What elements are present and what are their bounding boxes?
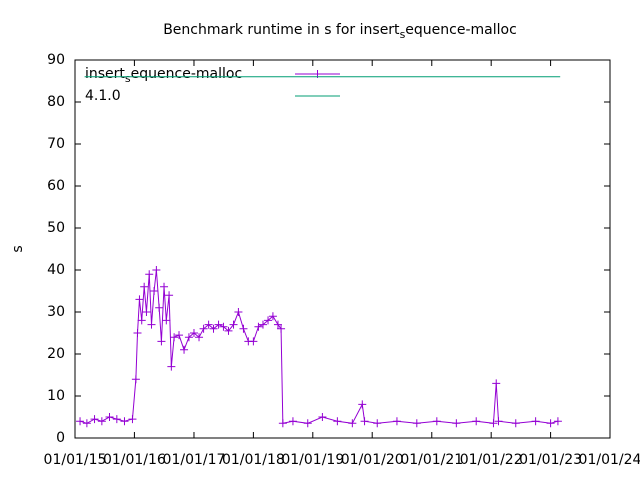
y-tick-label: 40 [47, 262, 65, 278]
x-tick-label: 01/01/18 [222, 452, 285, 468]
point [254, 322, 263, 331]
point [264, 316, 273, 325]
point [90, 415, 99, 424]
point [288, 417, 297, 426]
point [160, 282, 169, 291]
plot-border [74, 59, 611, 439]
point [546, 419, 555, 428]
point [82, 419, 91, 428]
legend-label: 4.1.0 [85, 88, 121, 104]
point [273, 320, 282, 329]
point [105, 413, 114, 421]
point [167, 362, 176, 371]
point [489, 419, 498, 428]
point [76, 417, 85, 426]
point [133, 329, 142, 337]
point [204, 320, 213, 329]
point [268, 312, 277, 321]
point [348, 419, 357, 428]
point [184, 333, 193, 342]
point [258, 320, 267, 329]
point [170, 333, 179, 342]
point [97, 417, 106, 426]
point [150, 287, 159, 295]
point [152, 266, 161, 274]
point [180, 345, 189, 354]
point [128, 415, 137, 424]
point [224, 326, 233, 335]
point [531, 417, 540, 426]
point [412, 419, 421, 428]
point [373, 419, 382, 428]
point [189, 329, 198, 337]
point [147, 320, 156, 329]
point [511, 419, 520, 428]
point [472, 417, 481, 426]
point [278, 419, 287, 428]
point [432, 417, 441, 426]
point [142, 308, 151, 316]
point [165, 291, 174, 300]
point [553, 417, 562, 426]
x-tick-label: 01/01/24 [579, 452, 640, 468]
point [209, 324, 218, 333]
point [360, 417, 369, 426]
point [452, 419, 461, 428]
x-tick-label: 01/01/15 [44, 452, 107, 468]
x-tick-label: 01/01/22 [460, 452, 523, 468]
y-tick-label: 70 [47, 136, 65, 152]
point [492, 379, 501, 388]
point [112, 415, 121, 424]
point [392, 417, 401, 426]
point [234, 308, 243, 316]
x-tick-label: 01/01/21 [400, 452, 463, 468]
point [494, 417, 503, 426]
point [137, 316, 146, 325]
point [277, 324, 286, 333]
y-tick-label: 20 [47, 346, 65, 362]
point [195, 333, 204, 342]
x-tick-label: 01/01/16 [103, 452, 166, 468]
point [120, 417, 129, 426]
point [229, 320, 238, 329]
y-tick-label: 90 [47, 52, 65, 68]
y-tick-label: 50 [47, 220, 65, 236]
point [157, 337, 166, 346]
y-axis-label: s [10, 245, 26, 252]
point [333, 417, 342, 426]
point [303, 419, 312, 428]
point [140, 282, 149, 291]
y-tick-label: 10 [47, 388, 65, 404]
point [175, 331, 184, 340]
chart-title: Benchmark runtime in s for insertsequenc… [163, 22, 517, 41]
legend-label: insertsequence-malloc [85, 66, 242, 85]
x-tick-label: 01/01/20 [341, 452, 404, 468]
x-tick-label: 01/01/17 [163, 452, 226, 468]
point [249, 337, 258, 346]
x-tick-label: 01/01/23 [519, 452, 582, 468]
point [162, 316, 171, 325]
y-tick-label: 30 [47, 304, 65, 320]
y-tick-label: 60 [47, 178, 65, 194]
point [219, 322, 228, 331]
point [155, 303, 164, 312]
series-line [79, 269, 559, 424]
point [318, 413, 327, 421]
point [358, 400, 367, 409]
point [131, 375, 140, 384]
point [199, 324, 208, 333]
point [239, 324, 248, 333]
point [135, 295, 144, 304]
y-tick-label: 0 [56, 430, 65, 446]
x-tick-label: 01/01/19 [281, 452, 344, 468]
y-tick-label: 80 [47, 94, 65, 110]
point [214, 320, 223, 329]
point [145, 270, 154, 279]
